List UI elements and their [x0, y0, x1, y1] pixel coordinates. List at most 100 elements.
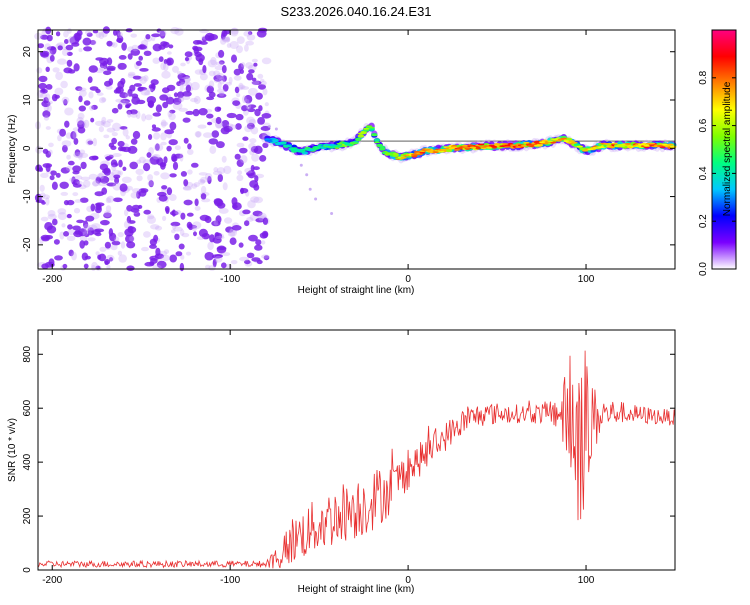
heatmap-noise-cell — [80, 176, 91, 181]
heatmap-noise-cell — [37, 43, 44, 49]
heatmap-noise-cell — [206, 113, 214, 119]
heatmap-noise-cell — [182, 75, 190, 79]
heatmap-noise-cell — [193, 231, 197, 237]
heatmap-noise-cell — [207, 241, 214, 251]
heatmap-noise-cell — [187, 149, 194, 155]
heatmap-noise-cell — [248, 234, 258, 242]
heatmap-noise-cell — [112, 122, 122, 132]
heatmap-noise-cell — [254, 244, 263, 251]
heatmap-noise-cell — [248, 69, 255, 74]
x-tick-label: -200 — [42, 575, 62, 586]
heatmap-noise-cell — [223, 165, 232, 175]
heatmap-noise-cell — [186, 212, 194, 217]
heatmap-ridge-cell — [565, 141, 573, 144]
heatmap-noise-cell — [129, 84, 136, 92]
heatmap-noise-cell — [150, 224, 160, 230]
heatmap-noise-cell — [198, 108, 208, 116]
x-tick-label: 100 — [578, 274, 595, 285]
colorbar-ticks: 0.0 0.2 0.4 0.6 0.8 — [698, 70, 736, 276]
colorbar-tick-label: 0.4 — [698, 166, 709, 180]
heatmap-noise-cell — [187, 169, 193, 175]
heatmap-noise-cell — [160, 132, 167, 141]
heatmap-noise-cell — [77, 120, 85, 129]
heatmap-noise-cell — [112, 197, 123, 203]
x-tick-label: -100 — [220, 575, 240, 586]
heatmap-noise-cell — [118, 254, 127, 263]
heatmap-noise-cell — [76, 180, 83, 185]
heatmap-noise-cell — [120, 241, 126, 249]
heatmap-noise-cell — [57, 208, 67, 215]
heatmap-noise-cell — [257, 73, 264, 79]
heatmap-noise-cell — [98, 31, 105, 40]
heatmap-noise-cell — [216, 93, 227, 98]
heatmap-noise-cell — [230, 27, 239, 35]
heatmap-noise-cell — [43, 97, 49, 104]
heatmap-noise-cell — [65, 44, 74, 51]
heatmap-ridge-cell — [624, 143, 631, 145]
heatmap-noise-cell — [73, 230, 83, 238]
heatmap-noise-cell — [127, 226, 134, 230]
heatmap-noise-cell — [249, 180, 259, 188]
heatmap-noise-cell — [247, 200, 256, 209]
heatmap-noise-cell — [91, 261, 98, 270]
heatmap-noise-cell — [137, 44, 147, 50]
heatmap-noise-cell — [45, 84, 53, 90]
heatmap-noise-cell — [229, 228, 237, 237]
heatmap-noise-cell — [261, 230, 269, 239]
heatmap-noise-cell — [152, 153, 161, 160]
snr-series-line — [37, 350, 676, 569]
heatmap-noise-cell — [246, 171, 255, 177]
heatmap-noise-cell — [148, 180, 154, 188]
heatmap-noise-cell — [169, 121, 177, 131]
heatmap-noise-cell — [45, 126, 51, 130]
heatmap-noise-cell — [239, 256, 250, 262]
heatmap-noise-cell — [98, 126, 104, 133]
heatmap-noise-cell — [95, 202, 105, 207]
heatmap-noise-cell — [305, 173, 309, 177]
heatmap-noise-cell — [206, 85, 214, 94]
heatmap-ridge-cell — [445, 148, 453, 153]
heatmap-noise-cell — [39, 93, 48, 99]
heatmap-noise-cell — [160, 172, 170, 180]
heatmap-noise-cell — [218, 91, 225, 97]
heatmap-noise-cell — [159, 30, 166, 39]
spectrogram-x-ticks: -200 -100 0 100 — [42, 30, 595, 285]
heatmap-noise-cell — [232, 100, 241, 106]
heatmap-noise-cell — [215, 61, 224, 66]
heatmap-noise-cell — [74, 149, 81, 157]
heatmap-noise-cell — [37, 194, 43, 201]
heatmap-noise-cell — [248, 142, 256, 150]
heatmap-ridge-cell — [469, 146, 477, 149]
heatmap-noise-cell — [172, 97, 182, 106]
heatmap-noise-cell — [95, 88, 101, 94]
heatmap-noise-cell — [179, 84, 184, 92]
heatmap-noise-cell — [120, 98, 130, 104]
heatmap-noise-cell — [57, 212, 67, 221]
heatmap-noise-cell — [133, 83, 142, 87]
heatmap-ridge-cell — [667, 143, 674, 146]
heatmap-noise-cell — [200, 185, 207, 194]
snr-frame — [37, 329, 676, 571]
heatmap-noise-cell — [178, 96, 185, 103]
heatmap-noise-cell — [236, 93, 241, 98]
heatmap-ridge-cell — [355, 138, 362, 141]
heatmap-noise-cell — [137, 204, 143, 209]
heatmap-ridge-cell — [619, 145, 626, 147]
heatmap-noise-cell — [112, 182, 122, 191]
heatmap-noise-cell — [162, 101, 169, 109]
heatmap-noise-cell — [38, 75, 48, 83]
heatmap-noise-cell — [167, 110, 173, 118]
heatmap-noise-cell — [126, 104, 131, 109]
heatmap-ridge-cell — [416, 153, 423, 156]
heatmap-noise-cell — [248, 87, 258, 96]
heatmap-noise-cell — [160, 41, 168, 47]
heatmap-ridge-cell — [363, 127, 370, 130]
heatmap-noise-cell — [126, 241, 136, 249]
heatmap-noise-cell — [47, 210, 56, 217]
heatmap-noise-cell — [79, 89, 87, 97]
heatmap-noise-cell — [180, 171, 187, 177]
heatmap-noise-cell — [122, 128, 129, 137]
heatmap-noise-cell — [70, 131, 77, 140]
heatmap-noise-cell — [60, 80, 68, 89]
heatmap-noise-cell — [89, 105, 95, 111]
